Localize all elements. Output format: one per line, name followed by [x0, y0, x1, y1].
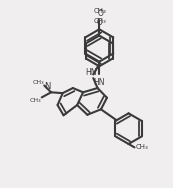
Text: HN: HN — [94, 78, 105, 87]
Text: CH₃: CH₃ — [93, 18, 106, 24]
Text: N: N — [44, 83, 50, 91]
Text: CH₃: CH₃ — [135, 144, 148, 150]
Text: CH₃: CH₃ — [94, 8, 107, 14]
Text: CH₃: CH₃ — [32, 80, 44, 85]
Text: O: O — [97, 9, 103, 18]
Text: HN: HN — [85, 68, 97, 77]
Text: CH₃: CH₃ — [30, 98, 41, 103]
Text: O: O — [96, 18, 102, 27]
